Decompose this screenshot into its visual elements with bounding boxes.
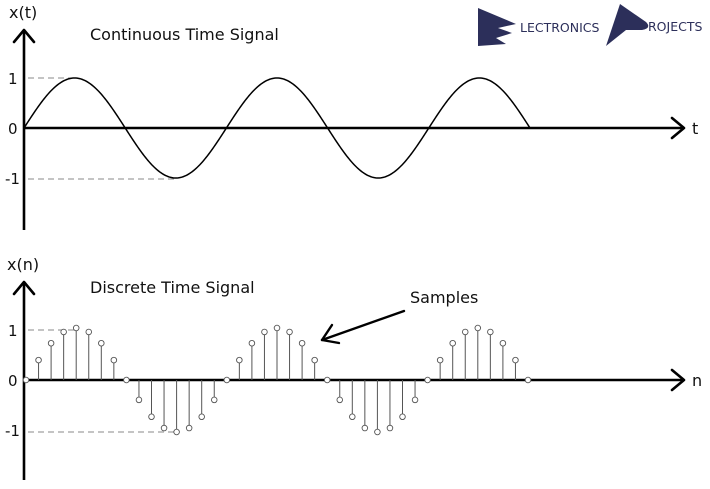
dt-y-axis-label: x(n) [7,255,39,274]
ct-y-axis-arrow [12,28,36,44]
ct-x-axis-arrow [670,116,686,140]
sample-point [198,413,205,421]
sample-point [72,324,80,332]
sample-point [499,339,507,347]
sample-point [110,356,118,364]
sample-point [60,328,67,336]
logo: LECTRONICS ROJECTS [478,4,702,46]
sample-point [323,376,331,384]
sample-point [298,339,306,347]
sample-point [135,396,143,404]
sample-point [35,356,42,364]
sample-point [261,328,268,336]
sample-point [374,428,381,436]
dt-x-axis-label: n [692,371,702,390]
ct-x-axis-label: t [692,119,698,138]
sample-point [98,339,105,347]
sample-point [85,328,92,336]
dt-tick-1: 1 [8,322,18,340]
sample-point [123,376,130,384]
logo-word-electronics: LECTRONICS [520,20,600,35]
sample-point [386,424,394,432]
samples-callout-arrowhead [320,323,341,345]
ct-tick-neg1: -1 [5,170,20,188]
sample-point [185,424,193,432]
dt-tick-0: 0 [8,372,18,390]
sample-point [273,324,281,332]
sample-point [524,376,532,384]
sample-point [160,424,168,432]
logo-e-mark [478,8,516,46]
sample-point [474,324,482,332]
sample-point [236,356,243,364]
ct-y-axis-label: x(t) [9,3,37,22]
discrete-plot: x(n) n Discrete Time Signal 1 0 -1 Sampl… [5,255,702,480]
sample-point [286,328,293,336]
sample-point [436,356,444,364]
samples-annotation: Samples [410,288,478,307]
ct-sine-wave [23,77,531,179]
logo-p-mark [606,4,649,46]
dt-y-axis-arrow [12,280,36,296]
ct-tick-0: 0 [8,120,18,138]
sample-point [22,376,30,384]
sample-point [361,424,369,432]
sample-point [148,413,155,421]
sample-point [449,339,456,347]
sample-point [487,328,494,336]
sample-point [210,396,218,404]
sample-point [399,413,406,421]
samples-callout-line [320,309,406,342]
dt-samples [22,324,532,436]
sample-point [248,339,256,347]
sample-point [411,396,419,404]
continuous-plot: x(t) t Continuous Time Signal 1 0 -1 [5,3,698,230]
sample-point [512,356,519,364]
sample-point [424,376,431,384]
ct-title: Continuous Time Signal [90,25,279,44]
ct-tick-1: 1 [8,70,18,88]
logo-word-projects: ROJECTS [648,19,702,34]
sample-point [223,376,231,384]
sample-point [47,339,55,347]
sample-point [349,413,356,421]
dt-x-axis-arrow [670,368,686,392]
sample-point [462,328,469,336]
sample-point [336,396,344,404]
dt-title: Discrete Time Signal [90,278,255,297]
dt-tick-neg1: -1 [5,422,20,440]
sample-point [311,356,318,364]
sample-point [173,428,180,436]
